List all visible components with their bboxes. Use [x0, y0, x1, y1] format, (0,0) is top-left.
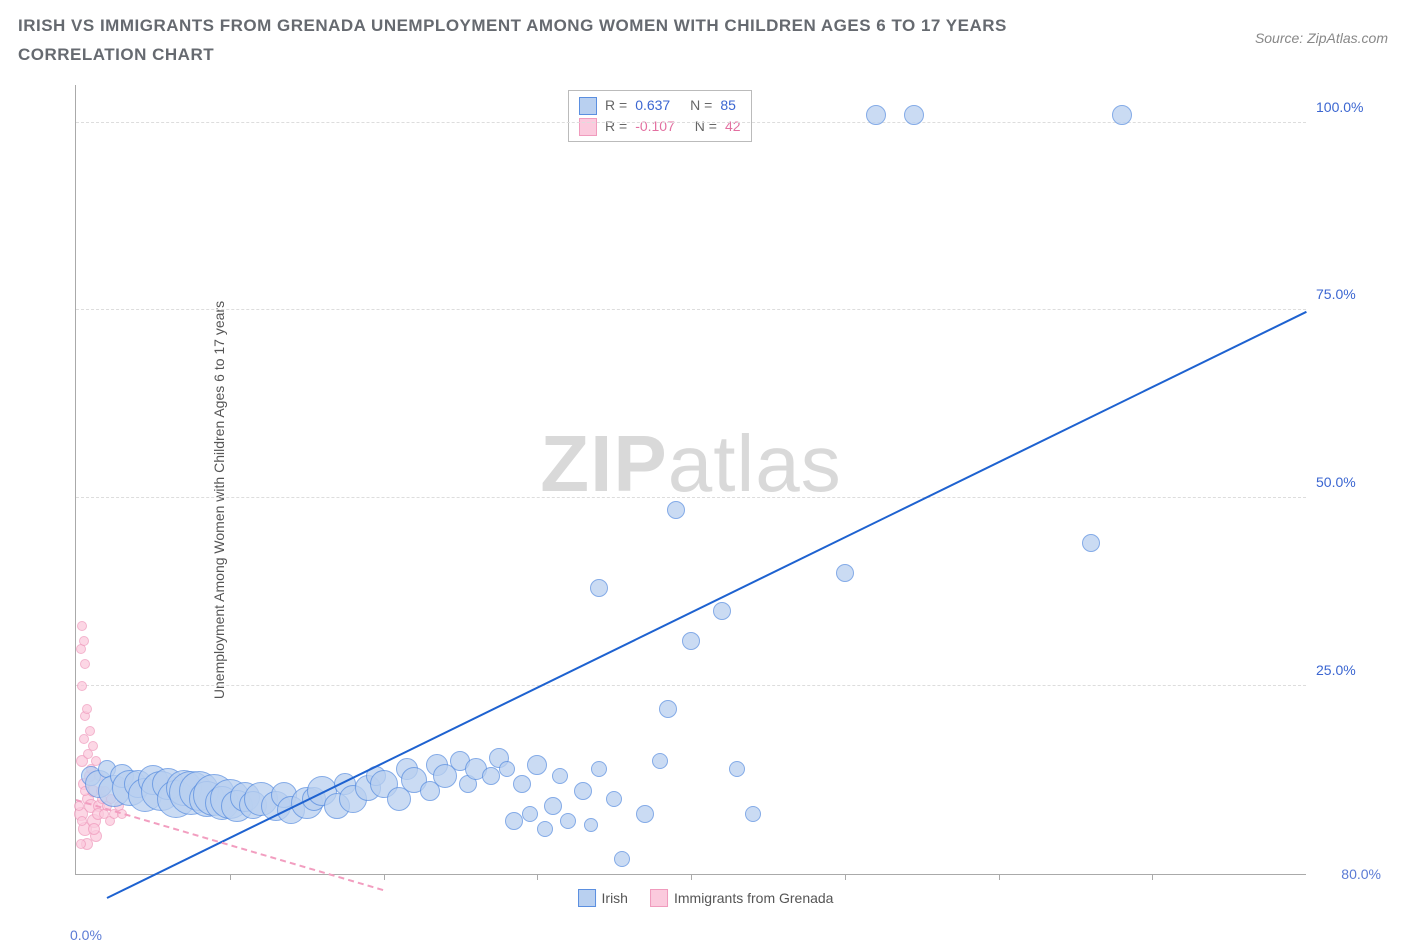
x-tick-mark [230, 874, 231, 880]
y-tick-label: 25.0% [1316, 662, 1376, 678]
source-label: Source: ZipAtlas.com [1255, 30, 1388, 46]
bubble-grenada [88, 741, 98, 751]
watermark: ZIPatlas [540, 418, 841, 510]
legend-bottom: Irish Immigrants from Grenada [578, 889, 834, 907]
bubble-irish [1112, 105, 1132, 125]
legend-item-irish: Irish [578, 889, 628, 907]
bubble-irish [499, 761, 515, 777]
bubble-irish [713, 602, 731, 620]
chart-title: IRISH VS IMMIGRANTS FROM GRENADA UNEMPLO… [18, 12, 1118, 70]
gridline-h [76, 309, 1306, 310]
x-origin-label: 0.0% [70, 927, 102, 943]
x-tick-mark [999, 874, 1000, 880]
chart-container: Unemployment Among Women with Children A… [25, 85, 1386, 915]
swatch-blue [579, 97, 597, 115]
bubble-irish [866, 105, 886, 125]
y-tick-label: 100.0% [1316, 99, 1376, 115]
bubble-irish [574, 782, 592, 800]
y-tick-label: 50.0% [1316, 474, 1376, 490]
y-tick-label: 75.0% [1316, 286, 1376, 302]
bubble-grenada [77, 816, 87, 826]
x-end-label: 80.0% [1341, 866, 1381, 882]
bubble-irish [652, 753, 668, 769]
bubble-irish [513, 775, 531, 793]
bubble-irish [667, 501, 685, 519]
legend-item-grenada: Immigrants from Grenada [650, 889, 834, 907]
bubble-irish [552, 768, 568, 784]
bubble-irish [614, 851, 630, 867]
bubble-irish [584, 818, 598, 832]
bubble-irish [682, 632, 700, 650]
bubble-irish [482, 767, 500, 785]
bubble-irish [505, 812, 523, 830]
stats-legend-box: R = 0.637 N = 85 R = -0.107 N = 42 [568, 90, 752, 142]
trendline-irish [106, 311, 1306, 899]
bubble-irish [745, 806, 761, 822]
bubble-irish [590, 579, 608, 597]
swatch-blue-icon [578, 889, 596, 907]
bubble-grenada [76, 839, 86, 849]
bubble-irish [537, 821, 553, 837]
bubble-irish [591, 761, 607, 777]
bubble-grenada [85, 726, 95, 736]
gridline-h [76, 497, 1306, 498]
x-tick-mark [537, 874, 538, 880]
bubble-irish [527, 755, 547, 775]
bubble-irish [1082, 534, 1100, 552]
stats-row-grenada: R = -0.107 N = 42 [579, 116, 741, 137]
bubble-irish [606, 791, 622, 807]
bubble-irish [836, 564, 854, 582]
bubble-grenada [79, 636, 89, 646]
bubble-irish [729, 761, 745, 777]
bubble-irish [904, 105, 924, 125]
stats-row-irish: R = 0.637 N = 85 [579, 95, 741, 116]
x-tick-mark [691, 874, 692, 880]
x-tick-mark [1152, 874, 1153, 880]
bubble-irish [522, 806, 538, 822]
gridline-h [76, 685, 1306, 686]
bubble-grenada [88, 823, 100, 835]
plot-area: ZIPatlas R = 0.637 N = 85 R = -0.107 N =… [75, 85, 1306, 875]
bubble-grenada [80, 659, 90, 669]
x-tick-mark [845, 874, 846, 880]
bubble-irish [544, 797, 562, 815]
bubble-irish [659, 700, 677, 718]
bubble-grenada [77, 681, 87, 691]
swatch-pink [579, 118, 597, 136]
bubble-irish [560, 813, 576, 829]
x-tick-mark [384, 874, 385, 880]
bubble-irish [636, 805, 654, 823]
bubble-grenada [82, 704, 92, 714]
bubble-grenada [77, 621, 87, 631]
legend-label-grenada: Immigrants from Grenada [674, 890, 834, 906]
legend-label-irish: Irish [602, 890, 628, 906]
swatch-pink-icon [650, 889, 668, 907]
